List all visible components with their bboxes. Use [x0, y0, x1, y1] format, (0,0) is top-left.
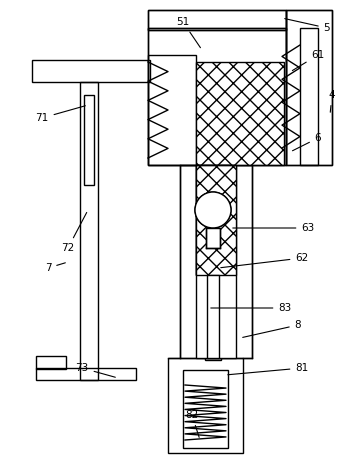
- Text: 72: 72: [62, 212, 87, 253]
- Bar: [196, 165, 236, 275]
- Bar: [206, 228, 220, 248]
- Text: 82: 82: [185, 410, 199, 438]
- Text: 63: 63: [233, 223, 314, 233]
- Bar: [196, 62, 284, 165]
- Bar: [148, 55, 196, 165]
- Bar: [84, 95, 94, 185]
- Text: 62: 62: [221, 253, 309, 268]
- Bar: [148, 10, 286, 30]
- Bar: [168, 358, 243, 453]
- Text: 73: 73: [75, 363, 115, 377]
- Bar: [36, 356, 66, 369]
- Bar: [286, 10, 332, 165]
- Text: 83: 83: [211, 303, 292, 313]
- Bar: [286, 10, 332, 165]
- Bar: [207, 275, 219, 358]
- Bar: [183, 370, 228, 448]
- Text: 7: 7: [45, 263, 66, 273]
- Text: 6: 6: [293, 133, 321, 151]
- Text: 4: 4: [329, 90, 335, 112]
- Bar: [206, 228, 220, 248]
- Bar: [300, 28, 318, 165]
- Text: 51: 51: [177, 17, 201, 48]
- Bar: [148, 28, 286, 165]
- Text: 71: 71: [35, 106, 85, 123]
- Circle shape: [195, 192, 231, 228]
- Text: 5: 5: [285, 19, 330, 33]
- Text: 81: 81: [228, 363, 309, 375]
- Bar: [36, 368, 136, 380]
- Bar: [80, 82, 98, 380]
- Bar: [196, 165, 236, 358]
- Bar: [180, 165, 252, 358]
- Bar: [148, 28, 286, 165]
- Bar: [32, 60, 150, 82]
- Text: 61: 61: [292, 50, 325, 71]
- Circle shape: [195, 192, 231, 228]
- Text: 8: 8: [243, 320, 301, 337]
- Bar: [196, 165, 231, 275]
- Bar: [148, 10, 286, 30]
- Bar: [196, 165, 231, 275]
- Bar: [205, 275, 221, 360]
